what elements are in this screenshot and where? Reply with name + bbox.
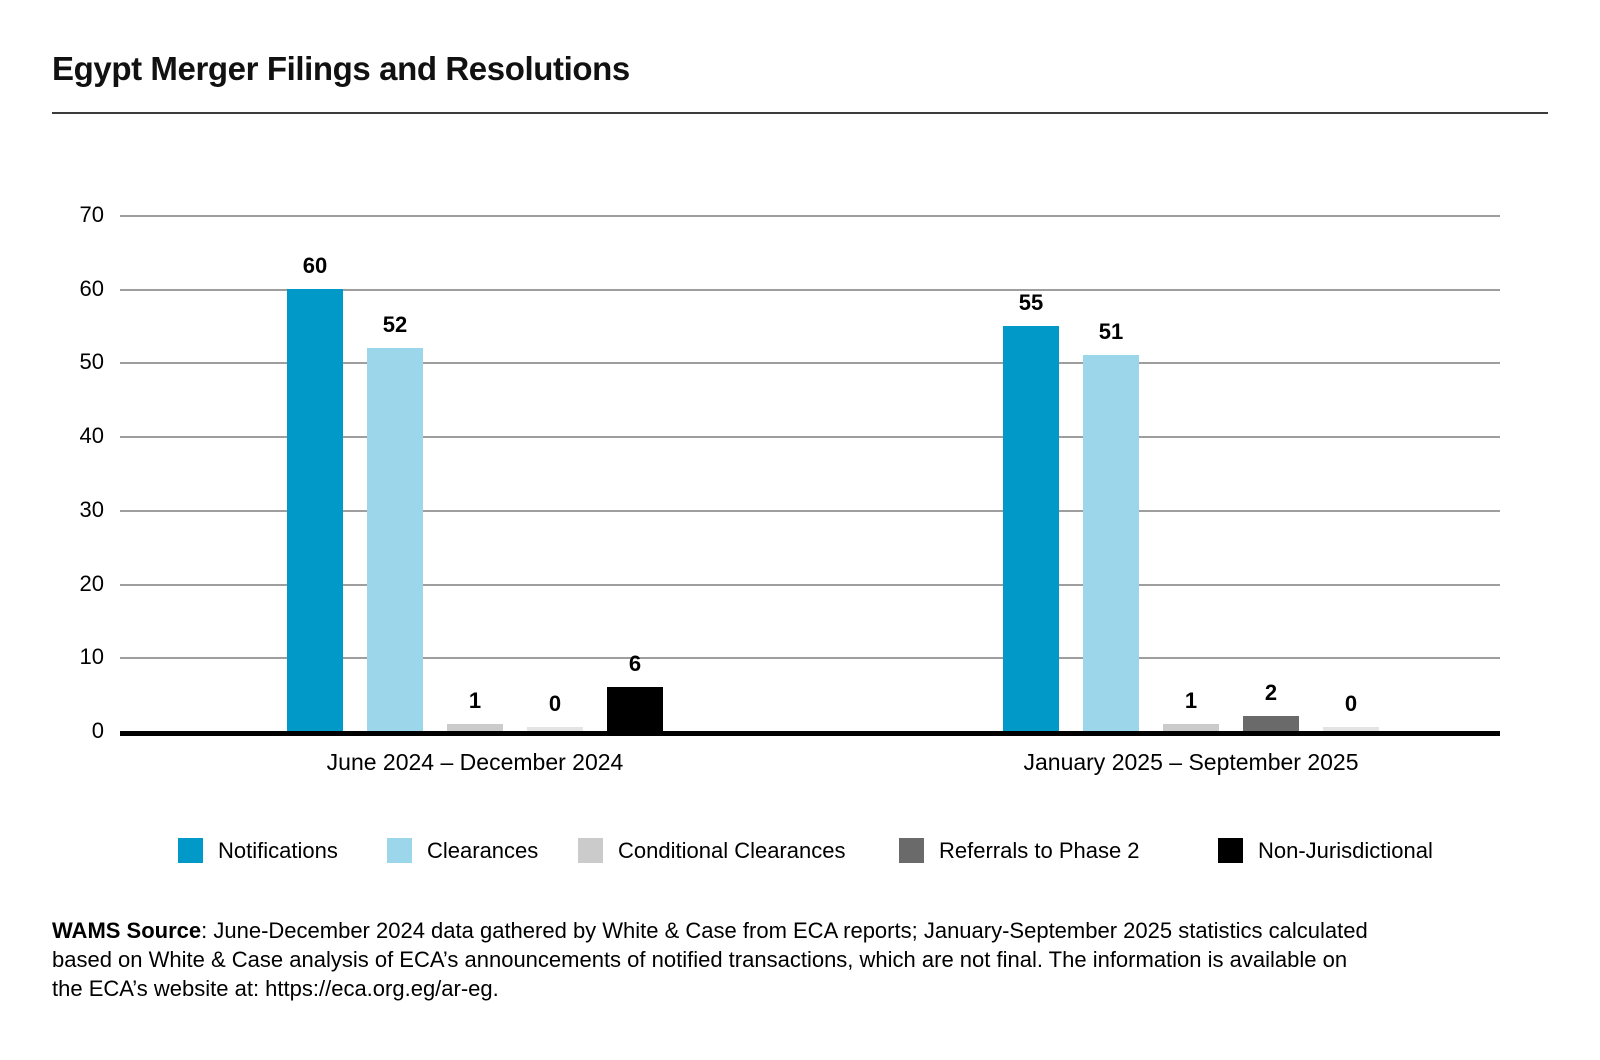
legend-label-clearances: Clearances	[427, 837, 539, 863]
bar-referrals-to-phase-2-group-1	[527, 727, 583, 731]
bar-non-jurisdictional-group-2	[1323, 727, 1379, 731]
bar-notifications-group-1	[287, 289, 343, 731]
title-divider	[52, 112, 1548, 114]
bar-non-jurisdictional-group-1	[607, 687, 663, 731]
source-note: WAMS Source: June-December 2024 data gat…	[52, 916, 1552, 1003]
legend-label-notifications: Notifications	[218, 837, 338, 863]
x-category-label-2: January 2025 – September 2025	[1023, 749, 1359, 775]
value-label-conditional-clearances-group-2: 1	[1184, 688, 1198, 713]
legend-item-notifications: Notifications	[178, 838, 338, 863]
gridline-20	[120, 584, 1500, 586]
source-label: WAMS Source	[52, 918, 202, 943]
value-label-clearances-group-2: 51	[1098, 319, 1124, 344]
legend-label-referrals-to-phase-2: Referrals to Phase 2	[939, 837, 1140, 863]
value-label-conditional-clearances-group-1: 1	[468, 688, 482, 713]
value-label-non-jurisdictional-group-2: 0	[1344, 691, 1358, 716]
source-line-1-text: : June-December 2024 data gathered by Wh…	[201, 918, 1368, 943]
bar-referrals-to-phase-2-group-2	[1243, 716, 1299, 731]
chart-legend: Notifications Clearances Conditional Clear…	[0, 0, 1600, 863]
bar-clearances-group-2	[1083, 355, 1139, 731]
legend-swatch-clearances	[387, 838, 412, 863]
legend-item-non-jurisdictional: Non-Jurisdictional	[1218, 838, 1433, 863]
legend-label-non-jurisdictional: Non-Jurisdictional	[1258, 837, 1433, 863]
gridline-60	[120, 289, 1500, 291]
source-line-3: the ECA’s website at: https://eca.org.eg…	[52, 976, 499, 1001]
y-tick-label-50: 50	[79, 349, 104, 374]
y-tick-label-40: 40	[79, 423, 104, 448]
source-line-2: based on White & Case analysis of ECA’s …	[52, 947, 1348, 972]
legend-swatch-referrals-to-phase-2	[899, 838, 924, 863]
y-tick-label-0: 0	[91, 718, 104, 743]
legend-swatch-non-jurisdictional	[1218, 838, 1243, 863]
x-axis-baseline	[120, 731, 1500, 736]
y-tick-label-60: 60	[79, 276, 104, 301]
value-label-notifications-group-2: 55	[1018, 290, 1044, 315]
gridline-30	[120, 510, 1500, 512]
bar-chart: 0 10 20 30 40 50 60 70 60 52 1 0 6 55 51 1 2 0 June 2024…	[79, 202, 1500, 775]
gridline-70	[120, 215, 1500, 217]
bar-clearances-group-1	[367, 348, 423, 731]
gridline-50	[120, 362, 1500, 364]
y-tick-label-30: 30	[79, 497, 104, 522]
y-tick-label-10: 10	[79, 644, 104, 669]
value-label-non-jurisdictional-group-1: 6	[628, 651, 642, 676]
bar-notifications-group-2	[1003, 326, 1059, 731]
bar-conditional-clearances-group-1	[447, 724, 503, 731]
gridline-10	[120, 657, 1500, 659]
value-label-clearances-group-1: 52	[382, 312, 408, 337]
legend-swatch-notifications	[178, 838, 203, 863]
legend-swatch-conditional-clearances	[578, 838, 603, 863]
value-label-referrals-to-phase-2-group-1: 0	[548, 691, 562, 716]
y-tick-label-70: 70	[79, 202, 104, 227]
value-label-referrals-to-phase-2-group-2: 2	[1264, 680, 1278, 705]
legend-item-clearances: Clearances	[387, 838, 538, 863]
legend-label-conditional-clearances: Conditional Clearances	[618, 837, 846, 863]
legend-item-referrals-to-phase-2: Referrals to Phase 2	[899, 838, 1140, 863]
legend-item-conditional-clearances: Conditional Clearances	[578, 838, 845, 863]
x-category-label-1: June 2024 – December 2024	[326, 749, 624, 775]
chart-title: Egypt Merger Filings and Resolutions	[52, 50, 630, 87]
y-tick-label-20: 20	[79, 571, 104, 596]
gridline-40	[120, 436, 1500, 438]
source-line-1: WAMS Source: June-December 2024 data gat…	[52, 916, 1552, 945]
bar-conditional-clearances-group-2	[1163, 724, 1219, 731]
value-label-notifications-group-1: 60	[302, 253, 328, 278]
